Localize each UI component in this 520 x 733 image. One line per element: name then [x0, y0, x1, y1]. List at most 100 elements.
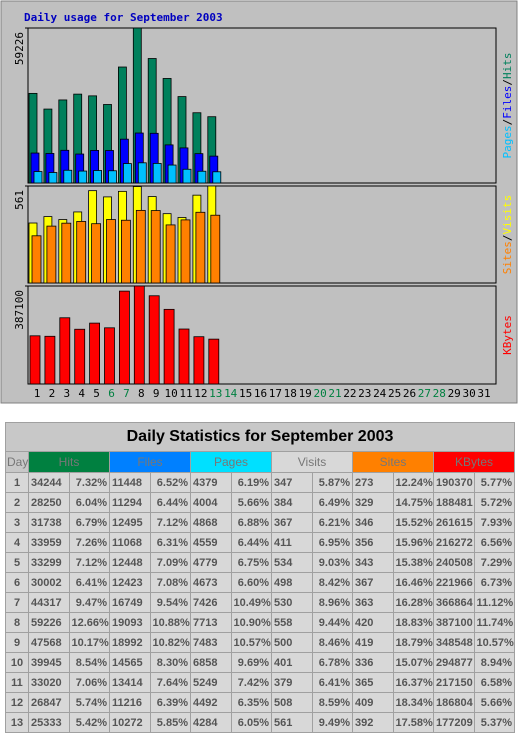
value-cell: 365	[353, 673, 393, 692]
x-tick-label: 2	[49, 387, 56, 400]
value-cell: 31738	[29, 513, 69, 532]
value-cell: 363	[353, 593, 393, 612]
value-cell: 336	[353, 653, 393, 672]
data-row: 3 31738 6.79% 12495 7.12% 4868 6.88% 367 6.21% 34…	[6, 513, 514, 532]
value-cell: 44317	[29, 593, 69, 612]
day-cell: 2	[6, 493, 28, 512]
percent-cell: 14.75%	[393, 493, 433, 512]
data-row: 12 26847 5.74% 11216 6.39% 4492 6.35% 508 8.59% 4…	[6, 693, 514, 712]
header-cell: Hits	[29, 452, 109, 472]
value-cell: 356	[353, 533, 393, 552]
bar	[108, 170, 117, 184]
value-cell: 33299	[29, 553, 69, 572]
value-cell: 411	[272, 533, 312, 552]
percent-cell: 5.66%	[474, 693, 514, 712]
x-tick-label: 31	[477, 387, 490, 400]
percent-cell: 10.88%	[150, 613, 190, 632]
value-cell: 348548	[434, 633, 474, 652]
bar	[46, 225, 57, 284]
value-cell: 7426	[191, 593, 231, 612]
value-cell: 367	[353, 573, 393, 592]
percent-cell: 9.03%	[312, 553, 352, 572]
day-cell: 8	[6, 613, 28, 632]
data-row: 10 39945 8.54% 14565 8.30% 6858 9.69% 401 6.78% 3…	[6, 653, 514, 672]
legend-entry: Files	[501, 86, 514, 119]
day-cell: 3	[6, 513, 28, 532]
x-tick-label: 25	[388, 387, 401, 400]
x-tick-label: 22	[343, 387, 356, 400]
percent-cell: 12.24%	[393, 473, 433, 492]
percent-cell: 6.52%	[150, 473, 190, 492]
value-cell: 4868	[191, 513, 231, 532]
value-cell: 188481	[434, 493, 474, 512]
percent-cell: 10.90%	[231, 613, 271, 632]
value-cell: 240508	[434, 553, 474, 572]
data-row: 11 33020 7.06% 13414 7.64% 5249 7.42% 379 6.41% 3…	[6, 673, 514, 692]
value-cell: 420	[353, 613, 393, 632]
value-cell: 6858	[191, 653, 231, 672]
percent-cell: 6.44%	[231, 533, 271, 552]
percent-cell: 6.95%	[312, 533, 352, 552]
value-cell: 409	[353, 693, 393, 712]
value-cell: 561	[272, 713, 312, 732]
legend-entry: Visits	[501, 195, 514, 235]
value-cell: 261615	[434, 513, 474, 532]
value-cell: 500	[272, 633, 312, 652]
bar	[91, 223, 101, 284]
legend: Sites/Visits	[501, 195, 514, 275]
percent-cell: 7.09%	[150, 553, 190, 572]
value-cell: 217150	[434, 673, 474, 692]
x-tick-label: 21	[328, 387, 341, 400]
bar	[197, 170, 207, 184]
percent-cell: 9.54%	[150, 593, 190, 612]
bar	[31, 235, 42, 284]
bar	[180, 219, 191, 284]
percent-cell: 5.42%	[69, 713, 109, 732]
value-cell: 7483	[191, 633, 231, 652]
bar	[106, 219, 116, 284]
percent-cell: 10.57%	[231, 633, 271, 652]
x-tick-label: 8	[138, 387, 145, 400]
percent-cell: 8.94%	[474, 653, 514, 672]
value-cell: 392	[353, 713, 393, 732]
percent-cell: 6.35%	[231, 693, 271, 712]
value-cell: 12448	[110, 553, 150, 572]
percent-cell: 17.58%	[393, 713, 433, 732]
header-cell: Day	[6, 452, 28, 472]
value-cell: 13414	[110, 673, 150, 692]
value-cell: 18992	[110, 633, 150, 652]
value-cell: 387100	[434, 613, 474, 632]
bar	[208, 338, 220, 385]
day-cell: 5	[6, 553, 28, 572]
value-cell: 190370	[434, 473, 474, 492]
percent-cell: 16.37%	[393, 673, 433, 692]
percent-cell: 6.39%	[150, 693, 190, 712]
percent-cell: 5.85%	[150, 713, 190, 732]
percent-cell: 6.56%	[474, 533, 514, 552]
value-cell: 10272	[110, 713, 150, 732]
legend-separator: /	[501, 79, 514, 86]
value-cell: 26847	[29, 693, 69, 712]
percent-cell: 8.46%	[312, 633, 352, 652]
data-row: 13 25333 5.42% 10272 5.85% 4284 6.05% 561 9.49% 3…	[6, 713, 514, 732]
x-tick-label: 9	[153, 387, 160, 400]
percent-cell: 7.93%	[474, 513, 514, 532]
bar	[93, 170, 102, 184]
y-max-label: 561	[13, 190, 26, 210]
bar	[48, 172, 58, 184]
percent-cell: 18.79%	[393, 633, 433, 652]
y-max-label: 59226	[13, 32, 26, 65]
header-cell: Sites	[353, 452, 433, 472]
percent-cell: 9.69%	[231, 653, 271, 672]
x-tick-label: 11	[179, 387, 192, 400]
title-row: Daily Statistics for September 2003	[6, 423, 514, 451]
x-tick-label: 24	[373, 387, 387, 400]
x-tick-label: 14	[224, 387, 238, 400]
legend-separator: /	[501, 235, 514, 242]
percent-cell: 15.38%	[393, 553, 433, 572]
bar	[61, 222, 72, 284]
value-cell: 5249	[191, 673, 231, 692]
percent-cell: 10.82%	[150, 633, 190, 652]
bar	[29, 335, 41, 385]
bar	[210, 214, 221, 284]
